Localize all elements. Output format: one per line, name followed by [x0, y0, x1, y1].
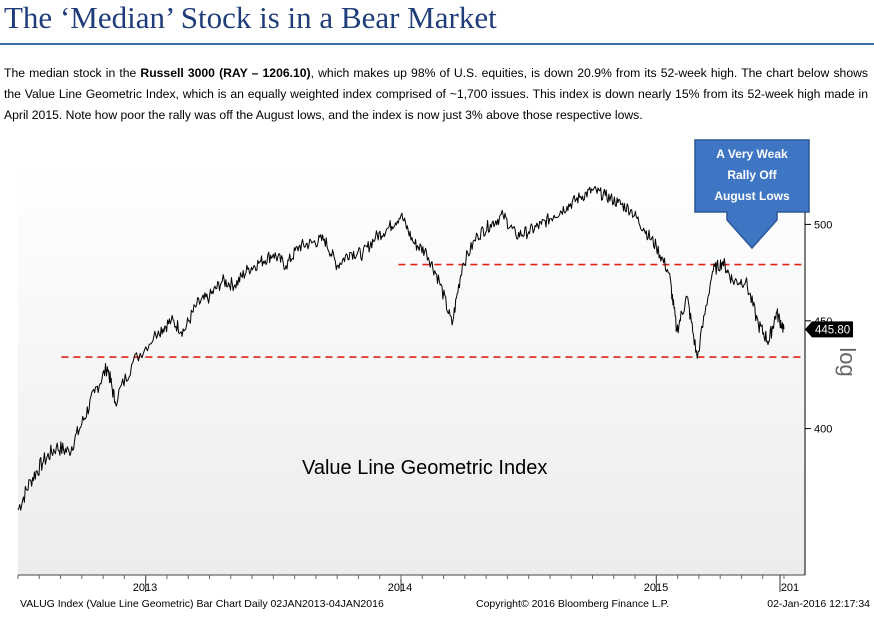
chart-container: 400450500 445.80 log A Very Weak Rally O… — [0, 130, 874, 615]
y-tick-label: 400 — [814, 424, 832, 436]
index-line — [17, 185, 785, 511]
intro-bold-text: Russell 3000 (RAY – 1206.10) — [140, 66, 311, 80]
last-value-badge: 445.80 — [805, 321, 853, 338]
callout-line-2: Rally Off — [727, 168, 777, 182]
intro-paragraph: The median stock in the Russell 3000 (RA… — [4, 63, 868, 126]
plot-area — [18, 167, 805, 575]
y-tick-label: 500 — [814, 219, 832, 231]
last-value-label: 445.80 — [815, 324, 850, 336]
x-tick-label: 2014 — [388, 582, 412, 594]
footer-description: VALUG Index (Value Line Geometric) Bar C… — [20, 598, 384, 610]
title-divider — [0, 43, 874, 45]
callout-arrow — [694, 139, 810, 250]
last-value-marker — [805, 321, 853, 338]
callout-line-3: August Lows — [714, 189, 790, 203]
log-scale-label: log — [835, 347, 860, 376]
footer-timestamp: 02-Jan-2016 12:17:34 — [767, 598, 870, 610]
callout-line-1: A Very Weak — [716, 147, 788, 161]
x-tick-label: 2015 — [644, 582, 668, 594]
reference-lines — [61, 263, 805, 358]
footer-copyright: Copyright© 2016 Bloomberg Finance L.P. — [476, 598, 669, 610]
intro-text-2: , which makes up 98% of U.S. equities, i… — [4, 66, 868, 122]
inner-chart-title: Value Line Geometric Index — [302, 457, 547, 479]
intro-text-1: The median stock in the — [4, 66, 141, 80]
x-axis-ticks: 2013 2014 2015 201 — [17, 575, 799, 594]
x-tick-label: 201 — [781, 582, 799, 594]
x-tick-label: 2013 — [133, 582, 157, 594]
page-title: The ‘Median’ Stock is in a Bear Market — [4, 0, 497, 35]
chart-svg: 400450500 445.80 log A Very Weak Rally O… — [0, 130, 874, 615]
annotation-callout: A Very Weak Rally Off August Lows — [694, 139, 810, 250]
